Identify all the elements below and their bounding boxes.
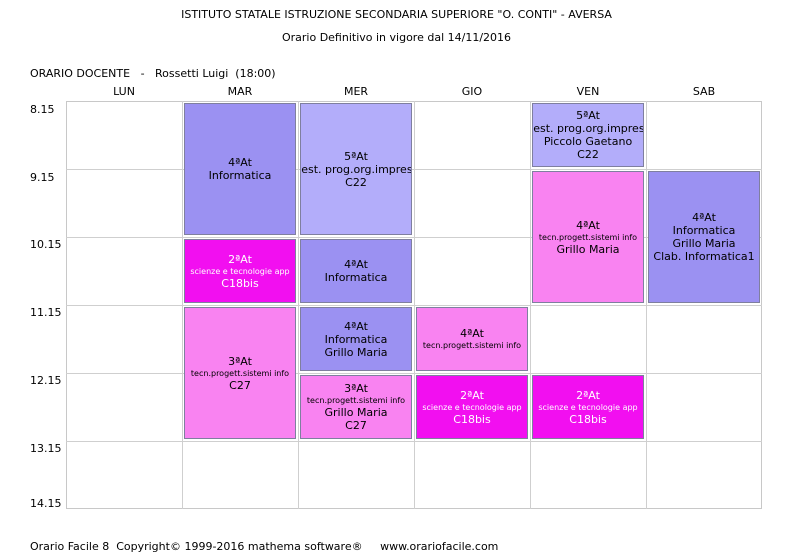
lesson-line: scienze e tecnologie app (190, 266, 290, 276)
lesson-block[interactable]: 4ªAt Informatica Grillo Maria Clab. Informa… (648, 171, 760, 303)
lesson-block[interactable]: 4ªAt Informatica (184, 103, 296, 235)
lesson-line: 2ªAt (576, 388, 600, 402)
lesson-block[interactable]: 4ªAt Informatica (300, 239, 412, 303)
day-header-lun: LUN (113, 85, 135, 98)
lesson-line: C18bis (569, 412, 607, 426)
teacher-label: ORARIO DOCENTE - Rossetti Luigi (18:00) (30, 67, 276, 80)
lesson-line: 3ªAt (344, 382, 368, 395)
time-label: 14.15 (30, 497, 62, 510)
lesson-block[interactable]: 3ªAt tecn.progett.sistemi info C27 (184, 307, 296, 439)
lesson-line: tecn.progett.sistemi info (538, 232, 638, 242)
lesson-line: Informatica (324, 332, 388, 346)
time-label: 10.15 (30, 238, 62, 251)
lesson-line: C27 (229, 378, 251, 392)
day-header-mer: MER (343, 85, 369, 98)
lesson-line: 3ªAt (228, 354, 252, 368)
lesson-line: Informatica (324, 271, 388, 284)
lesson-block[interactable]: 2ªAt scienze e tecnologie app C18bis (416, 375, 528, 439)
lesson-block[interactable]: 2ªAt scienze e tecnologie app C18bis (184, 239, 296, 303)
lesson-line: 2ªAt (460, 388, 484, 402)
lesson-block[interactable]: 3ªAt tecn.progett.sistemi info Grillo Mari… (300, 375, 412, 439)
lesson-line: 4ªAt (228, 156, 252, 169)
lesson-line: 5ªAt (344, 149, 368, 163)
lesson-line: 2ªAt (228, 252, 252, 266)
lesson-line: C18bis (453, 412, 491, 426)
lesson-line: Grillo Maria (672, 237, 736, 250)
lesson-line: Grillo Maria (324, 345, 388, 359)
lesson-line: tecn.progett.sistemi info (306, 396, 406, 405)
lesson-line: C22 (345, 175, 367, 189)
lesson-line: Informatica (672, 224, 736, 237)
lesson-line: Gest. prog.org.impresa (301, 162, 412, 176)
lesson-block[interactable]: 4ªAt tecn.progett.sistemi info Grillo Mari… (532, 171, 644, 303)
lesson-line: 5ªAt (576, 109, 600, 122)
lesson-line: Clab. Informatica1 (653, 250, 755, 263)
lesson-line: 4ªAt (692, 211, 716, 224)
day-header-gio: GIO (461, 85, 483, 98)
column-divider (298, 101, 299, 509)
column-divider (182, 101, 183, 509)
lesson-line: Gest. prog.org.impresa (533, 122, 644, 135)
lesson-line: scienze e tecnologie app (422, 402, 522, 412)
lesson-block[interactable]: 4ªAt Informatica Grillo Maria (300, 307, 412, 371)
lesson-line: C18bis (221, 276, 259, 290)
day-header-ven: VEN (576, 85, 600, 98)
column-divider (530, 101, 531, 509)
lesson-line: C27 (345, 419, 367, 432)
lesson-block[interactable]: 2ªAt scienze e tecnologie app C18bis (532, 375, 644, 439)
time-label: 11.15 (30, 306, 62, 319)
lesson-line: tecn.progett.sistemi info (422, 341, 522, 350)
lesson-line: scienze e tecnologie app (538, 402, 638, 412)
time-label: 9.15 (30, 171, 55, 184)
time-label: 12.15 (30, 374, 62, 387)
day-header-sab: SAB (692, 85, 716, 98)
column-divider (646, 101, 647, 509)
lesson-line: Grillo Maria (324, 406, 388, 419)
lesson-line: Grillo Maria (556, 242, 620, 256)
time-label: 13.15 (30, 442, 62, 455)
lesson-line: 4ªAt (344, 258, 368, 271)
lesson-line: tecn.progett.sistemi info (190, 368, 290, 378)
lesson-line: 4ªAt (344, 319, 368, 333)
footer-copyright: Orario Facile 8 Copyright© 1999-2016 mat… (30, 540, 499, 553)
time-label: 8.15 (30, 103, 55, 116)
day-header-mar: MAR (227, 85, 253, 98)
lesson-line: Informatica (208, 169, 272, 182)
lesson-block[interactable]: 4ªAt tecn.progett.sistemi info (416, 307, 528, 371)
lesson-line: 4ªAt (576, 218, 600, 232)
lesson-line: C22 (577, 148, 599, 161)
schedule-subtitle: Orario Definitivo in vigore dal 14/11/20… (281, 31, 512, 44)
column-divider (414, 101, 415, 509)
lesson-line: 4ªAt (460, 327, 484, 340)
lesson-line: Piccolo Gaetano (543, 135, 633, 148)
school-title: ISTITUTO STATALE ISTRUZIONE SECONDARIA S… (181, 8, 612, 21)
